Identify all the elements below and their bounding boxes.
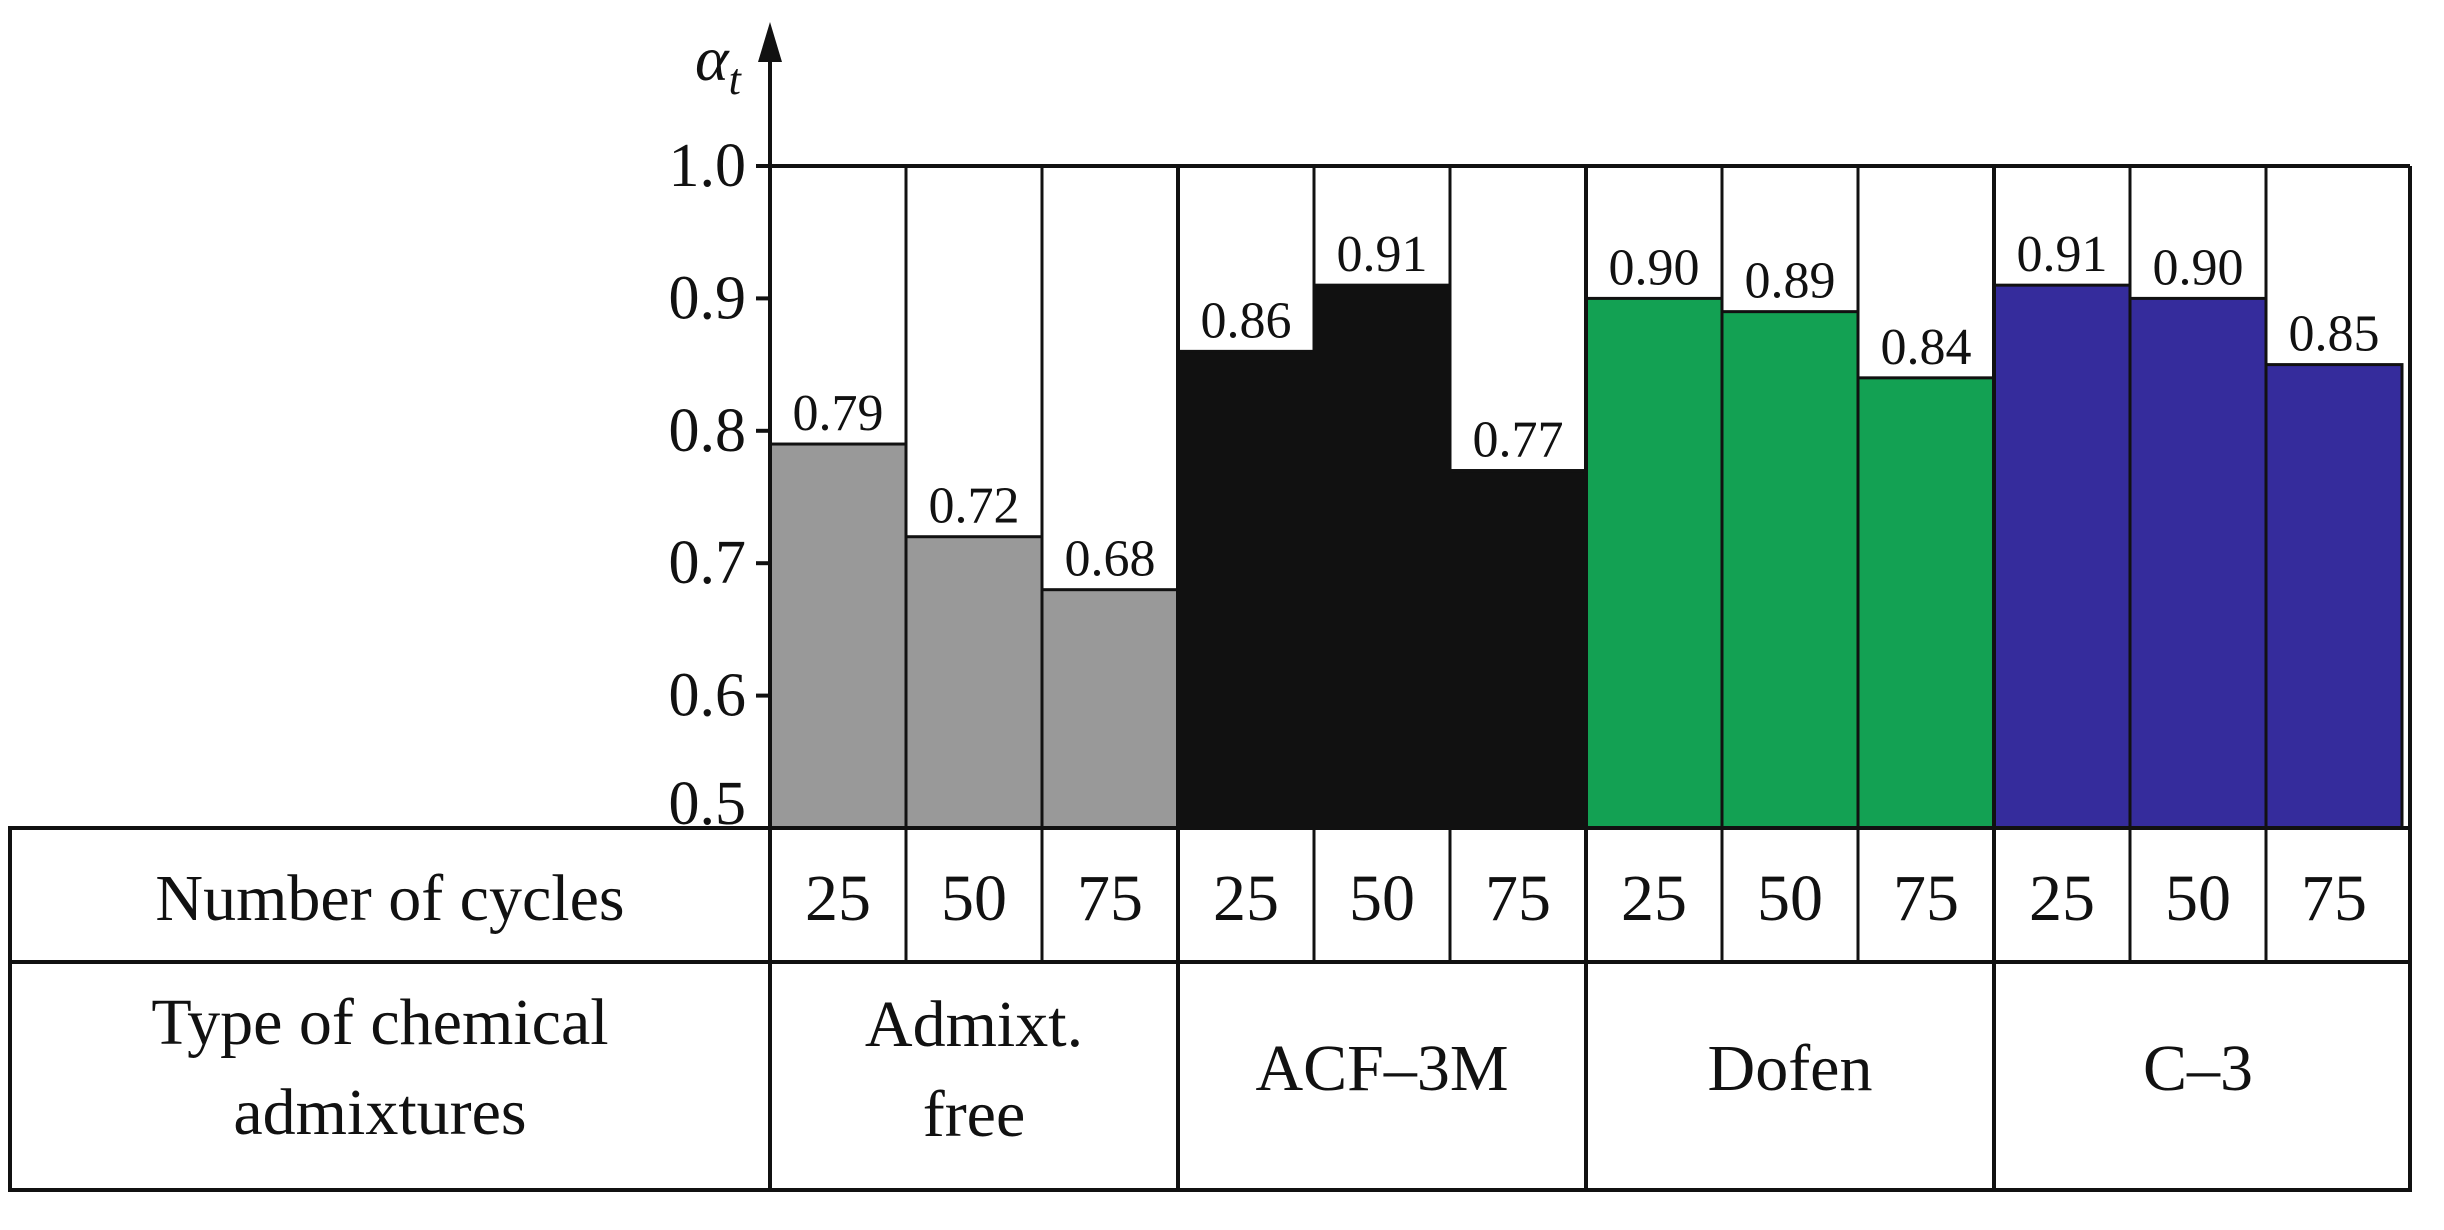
cycle-cell-2-50: 50 xyxy=(1349,862,1415,935)
data-label-3-50: 0.89 xyxy=(1745,253,1836,310)
table-layer: Number of cycles Type of chemical admixtur… xyxy=(8,166,2412,1192)
y-tick-label: 0.9 xyxy=(669,264,747,332)
y-tick-label: 0.8 xyxy=(669,397,747,465)
y-tick-label: 0.5 xyxy=(669,770,747,838)
data-label-3-75: 0.84 xyxy=(1881,319,1972,376)
cycle-cell-2-25: 25 xyxy=(1213,862,1279,935)
y-axis: αt 0.5 0.6 0.7 0.8 0.9 1.0 xyxy=(669,22,782,1190)
bars-layer xyxy=(768,283,2404,830)
bar-4-50 xyxy=(2128,296,2268,830)
bar-4-25 xyxy=(1992,283,2132,830)
cycle-cell-3-75: 75 xyxy=(1893,862,1959,935)
y-axis-arrow xyxy=(758,22,782,62)
cycle-cell-3-50: 50 xyxy=(1757,862,1823,935)
cycle-cell-1-50: 50 xyxy=(941,862,1007,935)
group-label-4: C–3 xyxy=(2143,1032,2253,1105)
cycle-cell-4-75: 75 xyxy=(2301,862,2367,935)
data-label-2-25: 0.86 xyxy=(1201,292,1292,349)
bar-4-75 xyxy=(2264,363,2404,830)
row-label-cycles: Number of cycles xyxy=(155,862,624,935)
data-label-2-75: 0.77 xyxy=(1473,412,1564,469)
data-label-1-50: 0.72 xyxy=(929,478,1020,535)
bar-1-75 xyxy=(1040,588,1180,830)
row-label-admixture-2: admixtures xyxy=(233,1076,526,1149)
y-axis-title: αt xyxy=(695,23,743,104)
cycle-cell-1-75: 75 xyxy=(1077,862,1143,935)
bar-3-25 xyxy=(1584,296,1724,830)
data-label-3-25: 0.90 xyxy=(1609,239,1700,296)
y-tick-label: 0.7 xyxy=(669,529,747,597)
data-label-1-25: 0.79 xyxy=(793,385,884,442)
bar-2-50 xyxy=(1312,283,1452,830)
table-frame xyxy=(8,826,2412,1192)
cycle-cell-4-25: 25 xyxy=(2029,862,2095,935)
group-label-1-line-1: Admixt. xyxy=(865,988,1083,1061)
data-labels: 0.79 0.72 0.68 0.86 0.91 0.77 0.90 0.89 0.84 0.91… xyxy=(793,226,2380,588)
bar-1-25 xyxy=(768,442,908,830)
group-label-3: Dofen xyxy=(1708,1032,1873,1105)
cycle-cell-4-50: 50 xyxy=(2165,862,2231,935)
data-label-2-50: 0.91 xyxy=(1337,226,1428,283)
bar-3-50 xyxy=(1720,310,1860,830)
y-tick-label: 1.0 xyxy=(669,132,747,200)
data-label-4-50: 0.90 xyxy=(2153,239,2244,296)
bar-2-75 xyxy=(1448,469,1588,830)
bar-1-50 xyxy=(904,535,1044,830)
cycle-cell-1-25: 25 xyxy=(805,862,871,935)
data-label-4-25: 0.91 xyxy=(2017,226,2108,283)
y-tick-label: 0.6 xyxy=(669,662,747,730)
row-label-admixture-1: Type of chemical xyxy=(151,986,608,1059)
y-axis-subscript: t xyxy=(729,55,743,104)
data-label-4-75: 0.85 xyxy=(2289,306,2380,363)
group-label-1-line-2: free xyxy=(923,1078,1026,1151)
cycle-cell-3-25: 25 xyxy=(1621,862,1687,935)
cycle-cell-2-75: 75 xyxy=(1485,862,1551,935)
group-label-2: ACF–3M xyxy=(1255,1032,1508,1105)
bar-2-25 xyxy=(1176,349,1316,830)
bar-3-75 xyxy=(1856,376,1996,830)
y-axis-symbol: α xyxy=(695,23,730,94)
data-label-1-75: 0.68 xyxy=(1065,531,1156,588)
